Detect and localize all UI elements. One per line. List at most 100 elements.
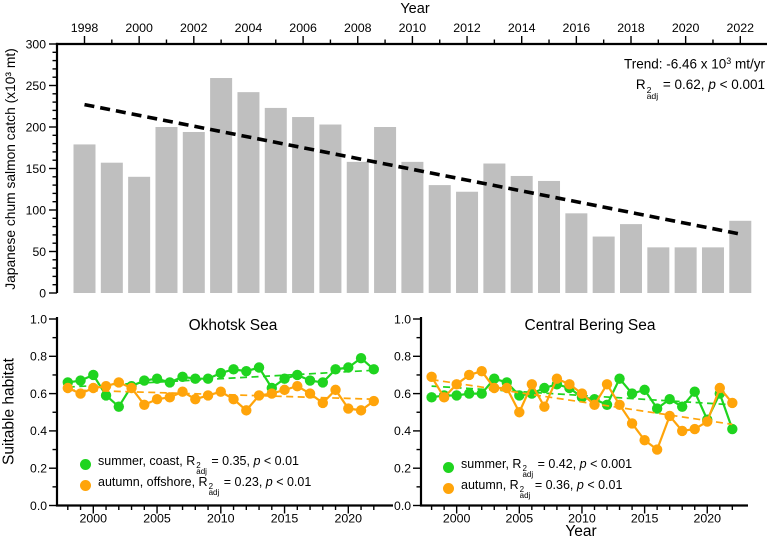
bar-2020 (674, 247, 697, 293)
okhotsk-autumn-offshore-point-2002 (113, 377, 125, 388)
r-squared-adj-notation: 2 adj (522, 463, 534, 480)
bering-summer-point-2000 (451, 390, 462, 401)
bar-1998 (73, 144, 96, 293)
catch-x-tick-label: 2014 (508, 21, 536, 35)
catch-x-tick-label: 2022 (727, 21, 755, 35)
okhotsk-panel-title: Okhotsk Sea (188, 317, 278, 334)
bar-2021 (701, 247, 724, 293)
okhotsk-autumn-offshore-point-1998 (62, 382, 73, 394)
bering-autumn-trend-line (431, 378, 733, 426)
okhotsk-summer-coast-point-2018 (317, 377, 328, 388)
bar-2005 (264, 107, 287, 293)
bering-summer-point-2022 (727, 423, 738, 435)
catch-x-tick-label: 2000 (125, 21, 153, 35)
bering-summer-line (431, 377, 734, 430)
okhotsk-summer-coast-point-2005 (151, 373, 163, 384)
bering-summer-point-2003 (489, 373, 500, 384)
bar-2014 (510, 175, 533, 293)
okhotsk-summer-coast-point-2010 (215, 367, 226, 379)
catch-x-tick-label: 2016 (563, 21, 591, 35)
okhotsk-summer-coast-point-2006 (164, 377, 175, 388)
bar-2022 (729, 220, 752, 293)
bering-summer-point-2018 (677, 401, 688, 412)
bering-summer-point-2019 (689, 386, 700, 397)
bering-summer-point-2016 (651, 403, 663, 414)
okhotsk-y-tick-label: 0.2 (30, 462, 47, 476)
okhotsk-y-tick-label: 0.0 (30, 499, 47, 513)
autumn-legend-label: autumn, R 2 adj = 0.36, p < 0.01 (461, 477, 623, 501)
catch-y-axis-title: Japanese chum salmon catch (x10³ mt) (3, 48, 18, 290)
okhotsk-autumn-offshore-point-2008 (190, 393, 201, 405)
okhotsk-summer-coast-point-2007 (177, 371, 188, 383)
okhotsk-summer-coast-point-2013 (253, 362, 265, 373)
okhotsk-autumn-offshore-point-2019 (330, 384, 341, 396)
bering-autumn-point-2001 (463, 369, 475, 381)
catch-x-tick-label: 2020 (672, 21, 700, 35)
okhotsk-autumn-offshore-point-2006 (164, 392, 175, 403)
bar-2002 (182, 131, 205, 293)
okhotsk-autumn-offshore-point-2022 (368, 395, 379, 407)
bar-2003 (210, 78, 233, 293)
bar-2011 (428, 185, 451, 293)
catch-y-tick-label: 0 (39, 286, 46, 300)
bering-autumn-point-2017 (664, 410, 675, 422)
bering-autumn-point-2016 (651, 444, 663, 455)
okhotsk-autumn-offshore-point-2016 (292, 380, 303, 392)
okhotsk-autumn-offshore-point-2003 (126, 382, 137, 394)
okhotsk-autumn-offshore-point-2013 (253, 390, 265, 401)
okhotsk-autumn-offshore-point-2001 (100, 380, 112, 392)
bering-autumn-point-2010 (576, 388, 588, 399)
okhotsk-summer-coast-point-2017 (304, 375, 316, 386)
bering-autumn-point-2009 (564, 379, 575, 390)
bering-summer-point-2007 (539, 382, 550, 394)
okhotsk-summer-coast-point-2004 (139, 375, 150, 386)
okhotsk-summer-coast-point-2008 (190, 373, 201, 384)
bering-autumn-point-2005 (514, 407, 525, 418)
okhotsk-summer-coast-point-2001 (100, 390, 112, 401)
legend-row-autumn-offshore: autumn, offshore, R 2 adj = 0.23, p < 0.01 (80, 474, 312, 498)
bar-2007 (319, 124, 342, 293)
r-squared-adj-notation: 2 adj (196, 460, 207, 477)
bering-y-tick-label: 0.4 (394, 424, 411, 438)
okhotsk-summer-coast-point-2020 (343, 362, 354, 373)
bering-autumn-point-2018 (677, 425, 688, 437)
catch-x-tick-label: 1998 (71, 21, 99, 35)
bering-autumn-point-2002 (476, 366, 487, 377)
summer-coast-legend-label: summer, coast, R 2 adj = 0.35, p < 0.01 (98, 453, 299, 477)
bering-autumn-point-2022 (727, 397, 738, 409)
okhotsk-y-tick-label: 0.6 (30, 387, 47, 401)
okhotsk-summer-coast-point-2021 (355, 352, 367, 364)
catch-x-tick-label: 2002 (180, 21, 208, 35)
autumn-offshore-legend-label: autumn, offshore, R 2 adj = 0.23, p < 0.01 (98, 474, 312, 498)
bering-summer-point-1998 (426, 392, 437, 403)
trend-annotation-line2: R 2 adj = 0.62, p < 0.001 (635, 76, 765, 102)
catch-x-tick-label: 2012 (453, 21, 481, 35)
bar-2015 (538, 180, 561, 293)
bering-panel-title: Central Bering Sea (524, 317, 656, 334)
okhotsk-summer-coast-point-2000 (88, 369, 99, 381)
bering-autumn-point-2014 (626, 418, 638, 429)
legend-row-summer-coast: summer, coast, R 2 adj = 0.35, p < 0.01 (80, 453, 311, 477)
okhotsk-autumn-offshore-point-2017 (304, 388, 316, 399)
bering-summer-point-2002 (476, 388, 487, 399)
bering-autumn-point-2006 (526, 379, 538, 390)
bar-2019 (647, 247, 670, 293)
bering-y-tick-label: 0.0 (394, 499, 411, 513)
bering-y-tick-label: 0.6 (394, 387, 411, 401)
catch-y-tick-label: 250 (26, 79, 47, 93)
bar-2006 (292, 117, 315, 293)
bering-summer-point-2017 (664, 393, 675, 405)
summer-legend-label: summer, R 2 adj = 0.42, p < 0.001 (461, 456, 633, 480)
okhotsk-summer-coast-point-2002 (113, 401, 125, 412)
okhotsk-autumn-offshore-point-2010 (215, 386, 226, 397)
okhotsk-y-tick-label: 1.0 (30, 312, 47, 326)
okhotsk-x-tick-label: 2020 (335, 512, 363, 526)
summer-legend-dot-icon (443, 462, 454, 473)
okhotsk-summer-coast-point-2016 (292, 369, 303, 381)
bering-autumn-point-2019 (689, 423, 700, 435)
bering-y-tick-label: 1.0 (394, 312, 411, 326)
catch-y-tick-label: 100 (26, 203, 47, 217)
bering-summer-point-2012 (601, 399, 613, 410)
